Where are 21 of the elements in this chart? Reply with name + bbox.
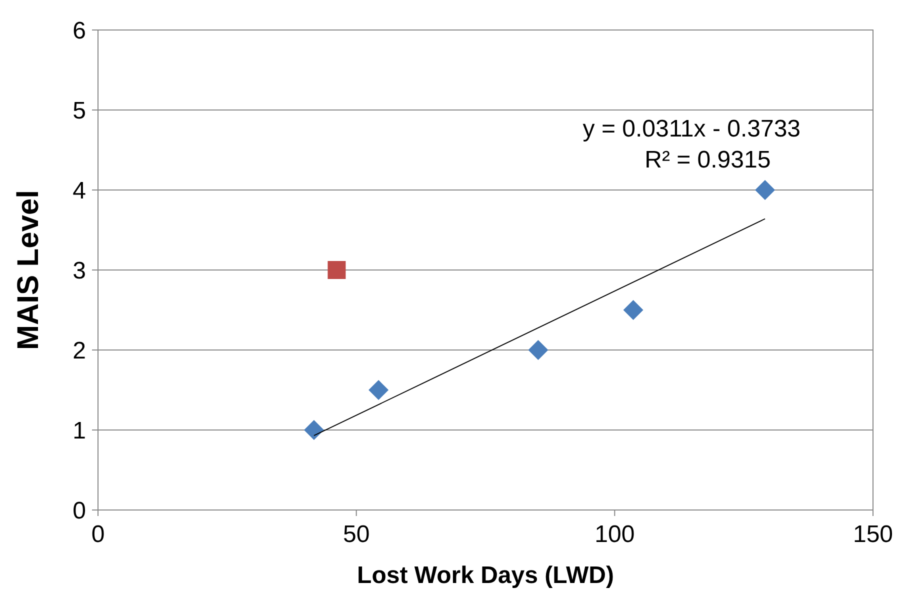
y-tick-label: 3 xyxy=(72,257,86,284)
y-tick-label: 2 xyxy=(72,337,86,364)
y-tick-label: 5 xyxy=(72,97,86,124)
y-tick-label: 6 xyxy=(72,17,86,44)
point xyxy=(368,380,389,400)
x-tick-label: 50 xyxy=(342,521,370,548)
point xyxy=(328,261,346,279)
point xyxy=(304,420,324,440)
annotation: y = 0.0311x - 0.3733 xyxy=(582,115,801,142)
annotation: R² = 0.9315 xyxy=(644,146,771,174)
x-tick-label: 100 xyxy=(594,521,635,548)
point xyxy=(623,300,644,320)
y-tick-label: 0 xyxy=(72,497,86,524)
point xyxy=(755,180,776,200)
y-tick-label: 1 xyxy=(72,417,86,444)
y-tick-label: 4 xyxy=(72,177,86,204)
point xyxy=(528,340,548,360)
x-axis-title: Lost Work Days (LWD) xyxy=(357,562,614,589)
x-tick-label: 150 xyxy=(852,521,894,548)
y-axis-title: MAIS Level xyxy=(12,190,45,350)
x-tick-label: 0 xyxy=(91,521,105,548)
